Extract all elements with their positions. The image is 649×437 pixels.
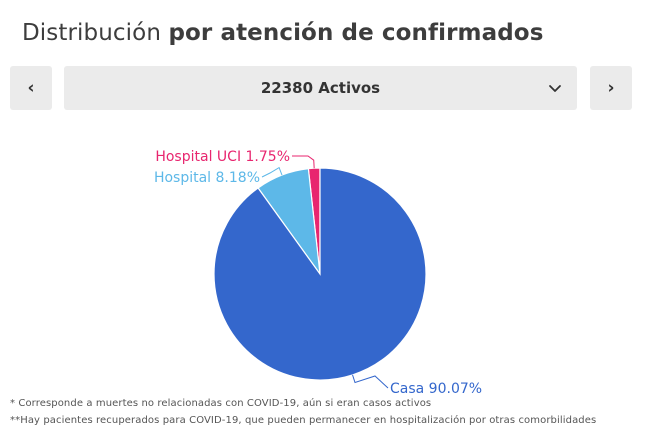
footnote-1: * Corresponde a muertes no relacionadas … (10, 398, 432, 409)
status-select[interactable]: 22380 Activos (64, 66, 577, 110)
footnote-2: **Hay pacientes recuperados para COVID-1… (10, 415, 597, 426)
pie-chart: Hospital UCI 1.75% Hospital 8.18% Casa 90.… (154, 149, 482, 395)
pie-leader-line (261, 166, 283, 178)
pie-slice-label: Hospital UCI 1.75% (155, 149, 290, 165)
chevron-right-icon: › (607, 78, 615, 98)
prev-button[interactable]: ‹ (10, 66, 52, 110)
title-bold: por atención de confirmados (168, 20, 544, 46)
pie-leader-line (292, 155, 315, 169)
pie-leader-line (352, 374, 389, 389)
title-regular: Distribución (22, 20, 162, 46)
page-title: Distribución por atención de confirmados (22, 16, 544, 50)
pie-slice[interactable] (213, 167, 427, 381)
chevron-left-icon: ‹ (27, 78, 35, 98)
status-select-value: 22380 Activos (260, 79, 381, 97)
pie-slice-label: Hospital 8.18% (154, 170, 260, 186)
chevron-down-icon (549, 85, 561, 92)
next-button[interactable]: › (590, 66, 632, 110)
pie-slice-label: Casa 90.07% (390, 381, 482, 395)
